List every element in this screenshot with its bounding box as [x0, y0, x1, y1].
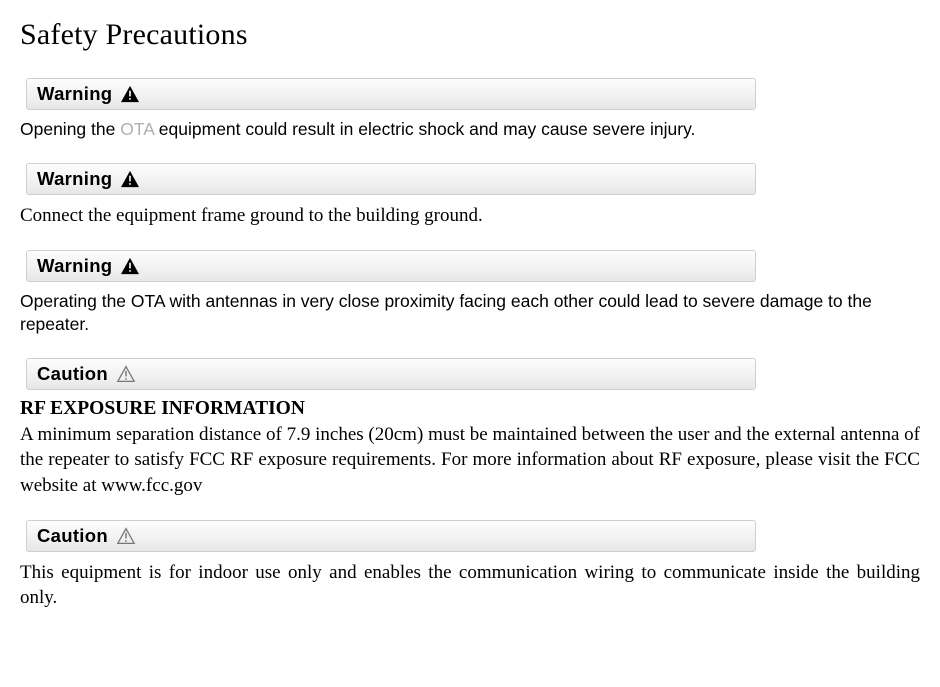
caution-triangle-icon: [116, 365, 136, 383]
text-pre: Opening the: [20, 119, 120, 139]
page-title: Safety Precautions: [20, 18, 920, 52]
warning-triangle-icon: [120, 170, 140, 188]
caution-text-1: A minimum separation distance of 7.9 inc…: [20, 422, 920, 497]
caution-bar: Caution: [26, 358, 756, 390]
caution-label: Caution: [37, 525, 108, 547]
rf-exposure-heading: RF EXPOSURE INFORMATION: [20, 398, 920, 420]
text-post: equipment could result in electric shock…: [154, 119, 695, 139]
warning-text-1: Opening the OTA equipment could result i…: [20, 118, 920, 141]
warning-bar: Warning: [26, 250, 756, 282]
warning-text-3: Operating the OTA with antennas in very …: [20, 290, 920, 336]
warning-text-2: Connect the equipment frame ground to th…: [20, 203, 920, 228]
warning-bar: Warning: [26, 78, 756, 110]
warning-triangle-icon: [120, 257, 140, 275]
warning-label: Warning: [37, 168, 112, 190]
warning-label: Warning: [37, 255, 112, 277]
warning-triangle-icon: [120, 85, 140, 103]
term-ota: OTA: [120, 119, 154, 139]
caution-label: Caution: [37, 363, 108, 385]
warning-bar: Warning: [26, 163, 756, 195]
caution-text-2: This equipment is for indoor use only an…: [20, 560, 920, 610]
caution-triangle-icon: [116, 527, 136, 545]
caution-bar: Caution: [26, 520, 756, 552]
warning-label: Warning: [37, 83, 112, 105]
